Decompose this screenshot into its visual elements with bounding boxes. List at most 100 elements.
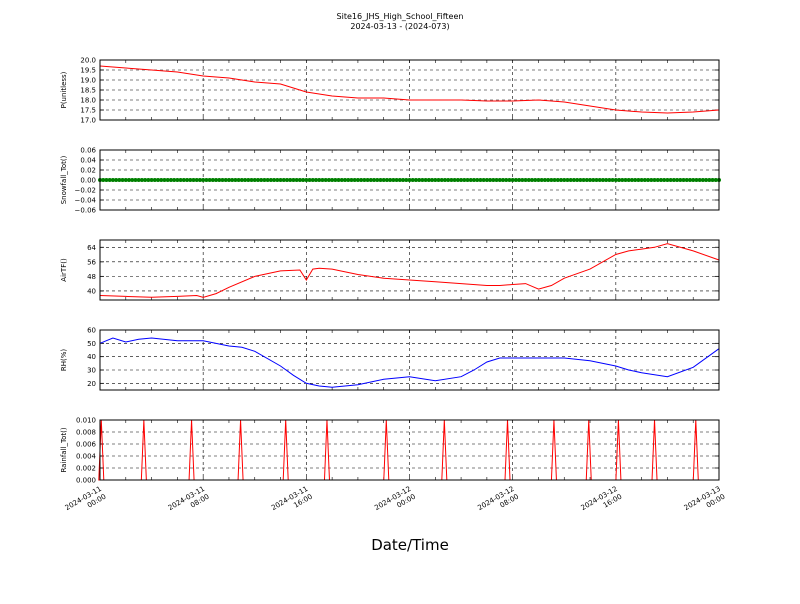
data-point bbox=[675, 178, 680, 182]
data-point bbox=[536, 178, 541, 182]
data-point bbox=[491, 178, 496, 182]
data-point bbox=[110, 178, 115, 182]
data-point bbox=[304, 178, 309, 182]
data-point bbox=[365, 178, 370, 182]
data-point bbox=[562, 178, 567, 182]
data-point bbox=[349, 178, 354, 182]
data-point bbox=[494, 178, 499, 182]
x-tick-label: 2024-03-1300:00 bbox=[683, 485, 727, 520]
data-point bbox=[307, 178, 312, 182]
data-point bbox=[600, 178, 605, 182]
y-tick-label: 40 bbox=[87, 287, 96, 295]
panel-3: 40 48 56 64 AirTF() bbox=[60, 239, 720, 301]
data-point bbox=[620, 178, 625, 182]
data-point bbox=[610, 178, 615, 182]
plots: 17.0 17.5 18.0 18.5 19.0 19.5 20.0 P(unitless) −… bbox=[60, 57, 727, 520]
data-point bbox=[288, 178, 293, 182]
y-axis-label: Rainfall_Tot() bbox=[60, 427, 68, 472]
data-point bbox=[397, 178, 402, 182]
data-point bbox=[504, 178, 509, 182]
y-tick-label: 0.010 bbox=[76, 417, 96, 425]
data-point bbox=[455, 178, 460, 182]
y-tick-label: 48 bbox=[87, 273, 96, 281]
y-tick-label: −0.06 bbox=[75, 207, 97, 215]
data-point bbox=[330, 178, 335, 182]
data-point bbox=[384, 178, 389, 182]
data-point bbox=[530, 178, 535, 182]
data-point bbox=[684, 178, 689, 182]
data-point bbox=[372, 178, 377, 182]
data-point bbox=[188, 178, 193, 182]
data-point bbox=[481, 178, 486, 182]
y-tick-label: 0.002 bbox=[76, 465, 96, 473]
panel-1: 17.0 17.5 18.0 18.5 19.0 19.5 20.0 P(unitless) bbox=[60, 57, 720, 125]
data-point bbox=[533, 178, 538, 182]
data-point bbox=[217, 178, 222, 182]
y-tick-label: 40 bbox=[87, 353, 96, 361]
y-tick-label: 20 bbox=[87, 380, 96, 388]
data-point bbox=[449, 178, 454, 182]
data-point bbox=[646, 178, 651, 182]
y-tick-label: 17.5 bbox=[80, 107, 96, 115]
y-tick-label: 30 bbox=[87, 367, 96, 375]
data-point bbox=[152, 178, 157, 182]
y-axis-label: AirTF() bbox=[60, 258, 68, 282]
data-point bbox=[575, 178, 580, 182]
plot-frame bbox=[99, 149, 720, 211]
data-point bbox=[446, 178, 451, 182]
data-point bbox=[275, 178, 280, 182]
x-tick-label: 2024-03-1208:00 bbox=[476, 485, 520, 520]
y-axis-label: RH(%) bbox=[60, 349, 68, 372]
data-point bbox=[681, 178, 686, 182]
data-point bbox=[352, 178, 357, 182]
data-point bbox=[130, 178, 135, 182]
data-point bbox=[268, 178, 273, 182]
data-point bbox=[301, 178, 306, 182]
data-point bbox=[333, 178, 338, 182]
panel-2: −0.06 −0.04 −0.02 0.00 0.02 0.04 0.06 Snowfall_… bbox=[60, 147, 721, 215]
data-point bbox=[668, 178, 673, 182]
data-point bbox=[223, 178, 228, 182]
data-point bbox=[233, 178, 238, 182]
data-point bbox=[181, 178, 186, 182]
data-point bbox=[104, 178, 109, 182]
data-point bbox=[707, 178, 712, 182]
x-tick-label: 2024-03-1100:00 bbox=[64, 485, 108, 520]
data-point bbox=[420, 178, 425, 182]
data-point bbox=[146, 178, 151, 182]
data-point bbox=[687, 178, 692, 182]
data-point bbox=[426, 178, 431, 182]
data-point bbox=[407, 178, 412, 182]
data-point bbox=[581, 178, 586, 182]
data-point bbox=[691, 178, 696, 182]
data-point bbox=[665, 178, 670, 182]
plot-frame bbox=[99, 59, 720, 121]
data-point bbox=[139, 178, 144, 182]
data-point bbox=[584, 178, 589, 182]
data-point bbox=[500, 178, 505, 182]
data-point bbox=[433, 178, 438, 182]
data-point bbox=[317, 178, 322, 182]
data-point bbox=[549, 178, 554, 182]
y-tick-label: 19.0 bbox=[80, 77, 96, 85]
y-tick-label: 0.06 bbox=[80, 147, 96, 155]
series-line-3 bbox=[99, 243, 720, 298]
data-point bbox=[284, 178, 289, 182]
data-point bbox=[475, 178, 480, 182]
data-point bbox=[704, 178, 709, 182]
data-point bbox=[117, 178, 122, 182]
data-point bbox=[700, 178, 705, 182]
data-point bbox=[314, 178, 319, 182]
y-tick-label: 17.0 bbox=[80, 117, 96, 125]
data-point bbox=[210, 178, 215, 182]
data-point bbox=[642, 178, 647, 182]
data-point bbox=[629, 178, 634, 182]
data-point bbox=[355, 178, 360, 182]
data-point bbox=[649, 178, 654, 182]
data-point bbox=[291, 178, 296, 182]
data-point bbox=[191, 178, 196, 182]
data-point bbox=[294, 178, 299, 182]
panel-5: 0.000 0.002 0.004 0.006 0.008 0.010 Rainfall_T… bbox=[60, 417, 720, 485]
data-point bbox=[565, 178, 570, 182]
